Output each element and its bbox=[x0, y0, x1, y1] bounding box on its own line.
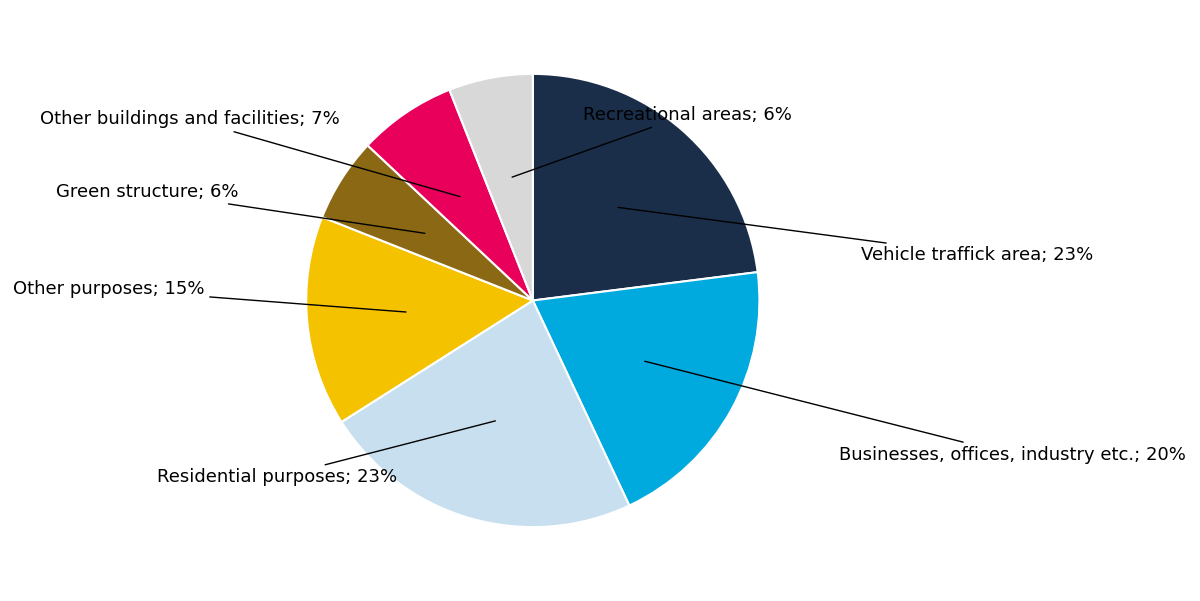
Wedge shape bbox=[342, 300, 629, 527]
Wedge shape bbox=[533, 272, 760, 505]
Wedge shape bbox=[322, 145, 533, 300]
Wedge shape bbox=[367, 90, 533, 300]
Text: Businesses, offices, industry etc.; 20%: Businesses, offices, industry etc.; 20% bbox=[644, 361, 1186, 463]
Wedge shape bbox=[450, 74, 533, 300]
Text: Green structure; 6%: Green structure; 6% bbox=[55, 183, 425, 233]
Text: Residential purposes; 23%: Residential purposes; 23% bbox=[157, 421, 496, 486]
Text: Recreational areas; 6%: Recreational areas; 6% bbox=[512, 106, 792, 177]
Wedge shape bbox=[533, 74, 757, 300]
Text: Other purposes; 15%: Other purposes; 15% bbox=[13, 280, 406, 312]
Text: Vehicle traffick area; 23%: Vehicle traffick area; 23% bbox=[618, 207, 1093, 264]
Wedge shape bbox=[306, 217, 533, 422]
Text: Other buildings and facilities; 7%: Other buildings and facilities; 7% bbox=[41, 110, 460, 197]
